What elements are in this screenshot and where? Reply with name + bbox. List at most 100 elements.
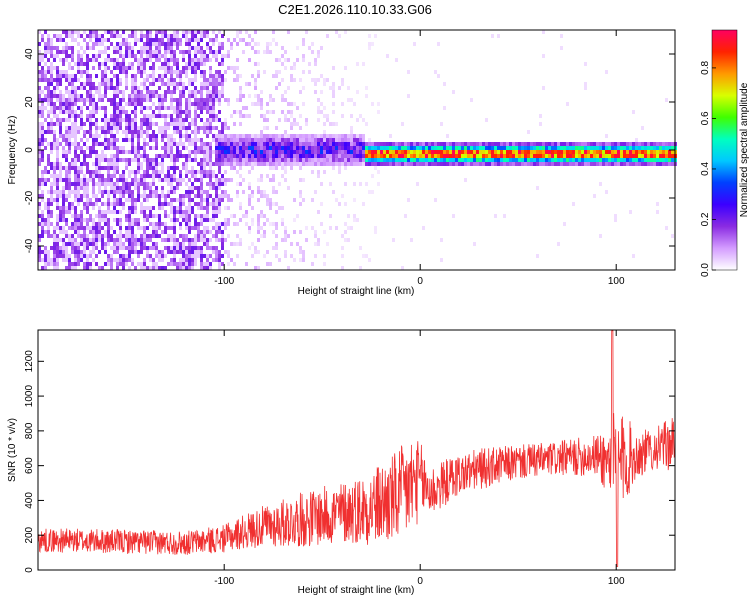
spectrogram-cell [254, 138, 257, 142]
spectrogram-cell [458, 154, 461, 158]
spectrogram-cell [209, 130, 212, 134]
spectrogram-cell [311, 158, 314, 162]
spectrogram-cell [50, 198, 53, 202]
colorbar: 0.00.20.40.60.8 Normalized spectral ampl… [700, 29, 750, 277]
spectrogram-cell [275, 158, 278, 162]
spectrogram-cell [92, 142, 95, 146]
spectrogram-cell [89, 78, 92, 82]
spectrogram-cell [98, 62, 101, 66]
spectrogram-cell [128, 150, 131, 154]
spectrogram-cell [200, 102, 203, 106]
spectrogram-cell [38, 134, 41, 138]
spectrogram-cell [161, 74, 164, 78]
spectrogram-cell [131, 150, 134, 154]
spectrogram-cell [521, 162, 524, 166]
spectrogram-cell [110, 58, 113, 62]
spectrogram-cell [287, 102, 290, 106]
spectrogram-cell [86, 74, 89, 78]
spectrogram-cell [239, 150, 242, 154]
spectrogram-cell [83, 122, 86, 126]
spectrogram-cell [245, 222, 248, 226]
spectrogram-cell [56, 214, 59, 218]
spectrogram-cell [185, 182, 188, 186]
spectrogram-cell [185, 218, 188, 222]
spectrogram-cell [89, 30, 92, 34]
spectrogram-cell [137, 162, 140, 166]
spectrogram-cell [50, 130, 53, 134]
spectrogram-cell [53, 266, 56, 270]
spectrogram-cell [638, 154, 641, 158]
spectrogram-cell [119, 54, 122, 58]
spectrogram-cell [314, 142, 317, 146]
spectrogram-cell [53, 58, 56, 62]
spectrogram-cell [329, 182, 332, 186]
spectrogram-cell [356, 134, 359, 138]
spectrogram-cell [152, 130, 155, 134]
spectrogram-cell [206, 58, 209, 62]
spectrogram-cell [434, 146, 437, 150]
spectrogram-cell [173, 122, 176, 126]
spectrogram-cell [284, 150, 287, 154]
spectrogram-cell [152, 74, 155, 78]
spectrogram-cell [143, 66, 146, 70]
spectrogram-cell [182, 262, 185, 266]
spectrogram-cell [182, 58, 185, 62]
spectrogram-cell [152, 166, 155, 170]
spectrogram-cell [422, 162, 425, 166]
spectrogram-cell [116, 154, 119, 158]
spectrogram-cell [236, 34, 239, 38]
spectrogram-cell [242, 50, 245, 54]
spectrogram-cell [98, 90, 101, 94]
spectrogram-cell [134, 154, 137, 158]
snr-y-tick-label: 800 [24, 422, 35, 439]
spectrogram-cell [398, 146, 401, 150]
spectrogram-cell [221, 182, 224, 186]
spectrogram-cell [209, 46, 212, 50]
spectrogram-cell [482, 154, 485, 158]
spectrogram-cell [524, 146, 527, 150]
spectrogram-cell [146, 106, 149, 110]
spectrogram-cell [215, 58, 218, 62]
spectrogram-cell [155, 146, 158, 150]
spectrogram-cell [350, 142, 353, 146]
spectrogram-cell [140, 94, 143, 98]
spectrogram-cell [620, 154, 623, 158]
spectrogram-cell [446, 150, 449, 154]
spectrogram-cell [122, 182, 125, 186]
spectrogram-cell [644, 150, 647, 154]
spectrogram-cell [113, 210, 116, 214]
spectrogram-cell [194, 114, 197, 118]
spectrogram-cell [404, 158, 407, 162]
spectrogram-cell [86, 182, 89, 186]
spectrogram-cell [167, 238, 170, 242]
spectrogram-cell [197, 66, 200, 70]
spectrogram-cell [209, 82, 212, 86]
spectrogram-cell [74, 38, 77, 42]
spectrogram-cell [194, 178, 197, 182]
spectrogram-cell [50, 142, 53, 146]
spectrogram-cell [626, 154, 629, 158]
spectrogram-cell [509, 154, 512, 158]
spectrogram-cell [101, 218, 104, 222]
spectrogram-cell [176, 266, 179, 270]
spectrogram-cell [113, 58, 116, 62]
spectrogram-cell [116, 190, 119, 194]
spectrogram-cell [179, 234, 182, 238]
spectrogram-cell [305, 134, 308, 138]
spectrogram-cell [149, 238, 152, 242]
spectrogram-cell [221, 242, 224, 246]
spectrogram-cell [161, 134, 164, 138]
spectrogram-cell [134, 246, 137, 250]
spectrogram-cell [254, 30, 257, 34]
spectrogram-cell [89, 214, 92, 218]
spectrogram-cell [98, 218, 101, 222]
spectrogram-cell [77, 158, 80, 162]
spectrogram-cell [167, 202, 170, 206]
spectrogram-cell [251, 162, 254, 166]
spectrogram-cell [197, 206, 200, 210]
spectrogram-cell [116, 90, 119, 94]
spectrogram-cell [134, 266, 137, 270]
spectrogram-cell [95, 166, 98, 170]
spectrogram-cell [47, 46, 50, 50]
spectrogram-cell [167, 174, 170, 178]
